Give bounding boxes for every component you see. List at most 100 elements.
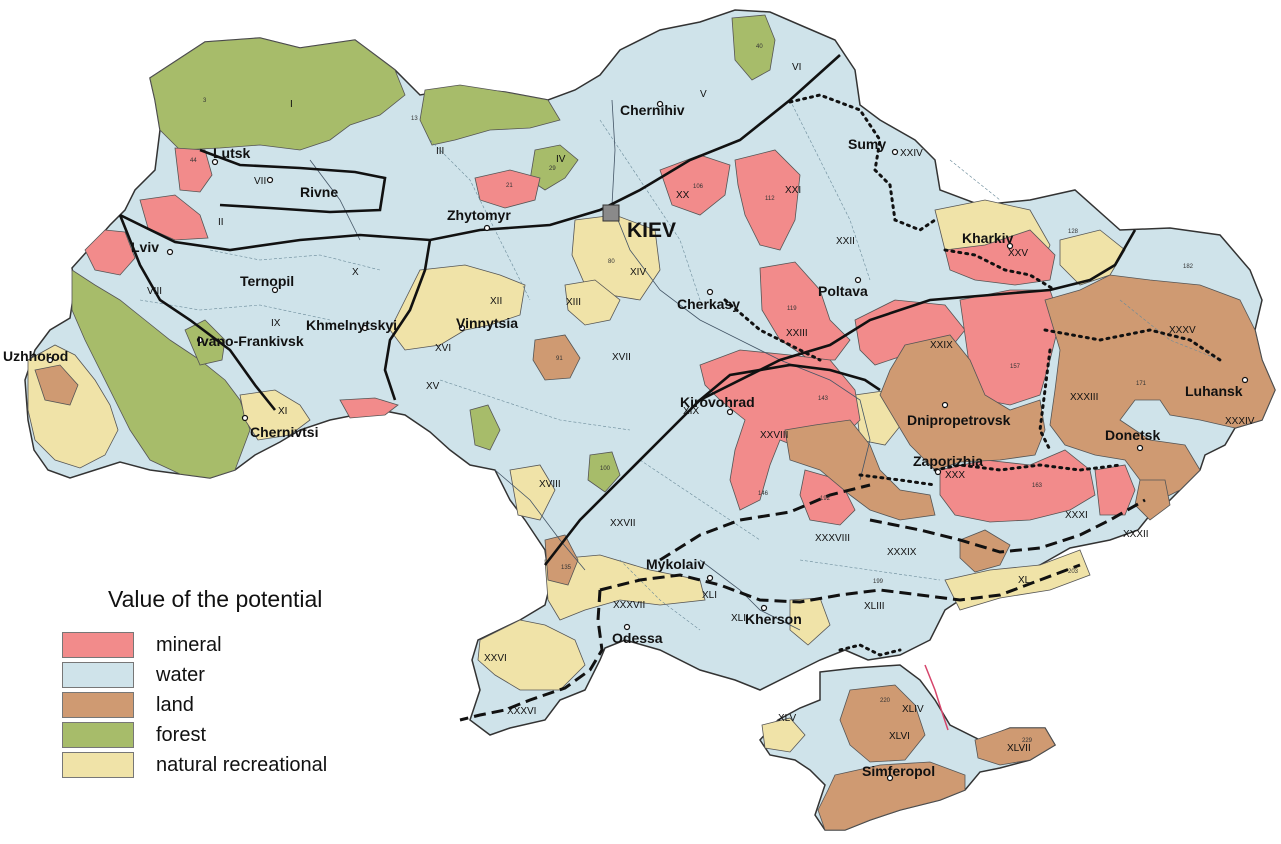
region-label: IX xyxy=(271,318,281,329)
city-label-luhansk: Luhansk xyxy=(1185,383,1243,399)
district-number: 44 xyxy=(190,158,197,164)
land-crimea-south xyxy=(817,761,966,831)
mineral-lviv xyxy=(84,229,136,276)
mineral-kryvbas xyxy=(699,349,861,511)
city-label-kherson: Kherson xyxy=(745,611,802,627)
land-azov-east xyxy=(1134,479,1171,521)
district-number: 171 xyxy=(1136,381,1147,387)
city-label-lviv: Lviv xyxy=(131,239,159,255)
district-number: 229 xyxy=(1022,738,1033,744)
city-marker-chernivtsi xyxy=(241,414,249,422)
recreational-odessa-south xyxy=(477,619,586,691)
city-label-khmelnytskyi: Khmelnytskyi xyxy=(306,317,397,333)
region-label: XVI xyxy=(435,343,451,354)
region-label: XXXI xyxy=(1065,510,1088,521)
recreational-dniester xyxy=(239,389,311,441)
region-label: XXVIII xyxy=(760,430,788,441)
city-label-zaporizhia: Zaporizhia xyxy=(913,453,983,469)
city-marker-rivne xyxy=(266,176,274,184)
district-boundaries xyxy=(139,99,1221,631)
forest-vinnytsia xyxy=(469,404,501,451)
city-label-kharkiv: Kharkiv xyxy=(962,230,1014,246)
region-label: XXXV xyxy=(1169,325,1196,336)
district-number: 29 xyxy=(549,166,556,172)
city-label-chernivtsi: Chernivtsi xyxy=(250,424,318,440)
region-label: XXXII xyxy=(1123,529,1149,540)
arabat-spit xyxy=(924,664,949,731)
mineral-lutsk xyxy=(174,147,213,193)
region-label: V xyxy=(700,89,707,100)
city-marker-luhansk xyxy=(1241,376,1249,384)
land-carpathian xyxy=(34,364,79,406)
recreational-kyiv-south xyxy=(571,214,661,301)
forest-polesia-west xyxy=(149,37,406,151)
kiev-marker xyxy=(602,204,620,222)
mineral-xxi xyxy=(734,149,801,251)
capital-label-kiev: KIEV xyxy=(627,219,676,242)
region-label: VIII xyxy=(147,286,162,297)
region-label: XXXVIII xyxy=(815,533,850,544)
region-label: XIV xyxy=(630,267,646,278)
district-number: 146 xyxy=(758,491,769,497)
region-label: XXIX xyxy=(930,340,953,351)
city-marker-vinnytsia xyxy=(458,324,466,332)
district-number: 182 xyxy=(1183,264,1194,270)
forest-polesia-central xyxy=(419,84,561,146)
region-label: XLIV xyxy=(902,704,924,715)
land-zaporizhia xyxy=(784,419,936,521)
city-label-cherkasy: Cherkasy xyxy=(677,296,740,312)
mineral-zhytomyr xyxy=(474,169,541,209)
district-number: 100 xyxy=(600,466,611,472)
city-marker-kharkiv xyxy=(1006,242,1014,250)
recreational-vinnytsia xyxy=(389,264,526,351)
legend-item-water: water xyxy=(62,661,392,689)
land-dnipropetrovsk xyxy=(879,334,1046,471)
recreational-xviii xyxy=(509,464,556,521)
city-marker-kirovohrad xyxy=(726,408,734,416)
city-marker-khmelnytskyi xyxy=(361,324,369,332)
region-label: XVII xyxy=(612,352,631,363)
region-label: XX xyxy=(676,190,690,201)
region-label: XV xyxy=(426,381,440,392)
forest-kirovohrad xyxy=(587,451,621,493)
recreational-azov-coast xyxy=(944,549,1091,611)
district-number: 203 xyxy=(1068,569,1079,575)
region-label: XXXIX xyxy=(887,547,917,558)
legend-label-mineral: mineral xyxy=(156,633,222,656)
city-marker-dnipropetrovsk xyxy=(941,401,949,409)
city-label-donetsk: Donetsk xyxy=(1105,427,1160,443)
district-number: 199 xyxy=(873,579,884,585)
city-label-uzhhorod: Uzhhorod xyxy=(3,348,68,364)
land-xl xyxy=(959,529,1011,573)
city-marker-chernihiv xyxy=(656,100,664,108)
region-label: XLVI xyxy=(889,731,910,742)
city-label-ternopil: Ternopil xyxy=(240,273,294,289)
legend-label-water: water xyxy=(156,663,205,686)
region-label: XLVII xyxy=(1007,743,1031,754)
city-marker-sumy xyxy=(891,148,899,156)
region-label: XXI xyxy=(785,185,801,196)
dashed-boundaries xyxy=(459,483,1146,722)
region-label: XXX xyxy=(945,470,965,481)
district-number: 40 xyxy=(756,44,763,50)
region-label: XI xyxy=(278,406,287,417)
district-numbers: 3 13 21 29 40 44 80 91 100 106 112 119 1… xyxy=(190,44,1194,744)
city-marker-lviv xyxy=(166,248,174,256)
forest-bukovina xyxy=(184,319,226,366)
region-label: XIII xyxy=(566,297,581,308)
region-label: XIX xyxy=(683,406,699,417)
land-vinnytsia xyxy=(532,334,581,381)
region-label: XLI xyxy=(702,590,717,601)
recreational-crimea-west xyxy=(761,717,806,753)
forest-chernihiv-north xyxy=(731,14,776,81)
city-label-chernihiv: Chernihiv xyxy=(620,102,685,118)
city-label-simferopol: Simferopol xyxy=(862,763,935,779)
recreational-cherkasy xyxy=(564,279,621,326)
forest-carpathians xyxy=(71,269,251,479)
legend-item-land: land xyxy=(62,691,392,719)
city-marker-odessa xyxy=(623,623,631,631)
city-label-mykolaiv: Mykolaiv xyxy=(646,556,705,572)
region-label: XXXIII xyxy=(1070,392,1098,403)
city-marker-mykolaiv xyxy=(706,574,714,582)
district-number: 157 xyxy=(1010,364,1021,370)
